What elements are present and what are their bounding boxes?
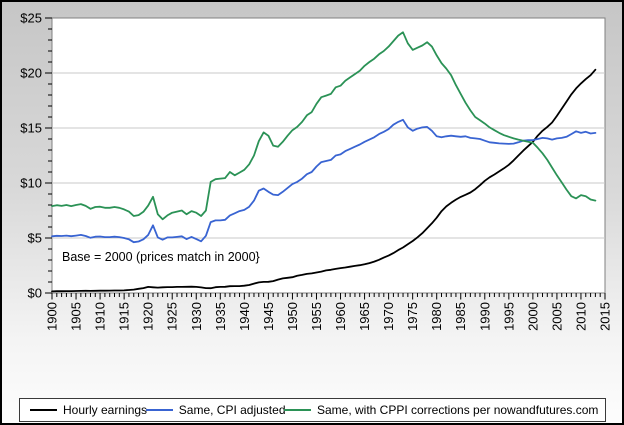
x-tick-label: 1920	[141, 302, 156, 331]
legend-label: Same, with CPPI corrections per nowandfu…	[316, 403, 599, 417]
x-tick-label: 1985	[453, 302, 468, 331]
x-tick-label: 1945	[261, 302, 276, 331]
x-tick-label: 1900	[45, 302, 60, 331]
legend-item-cpi-adjusted: Same, CPI adjusted	[145, 403, 286, 417]
annotation-base-2000: Base = 2000 (prices match in 2000}	[62, 250, 260, 264]
x-tick-label: 1940	[237, 302, 252, 331]
y-tick-label: $5	[28, 231, 42, 246]
x-tick-label: 1990	[477, 302, 492, 331]
legend-item-cppi-corrected: Same, with CPPI corrections per nowandfu…	[283, 403, 599, 417]
y-tick-label: $10	[20, 176, 42, 191]
x-tick-label: 1925	[165, 302, 180, 331]
x-tick-label: 2015	[598, 302, 613, 331]
x-tick-label: 1955	[309, 302, 324, 331]
x-tick-label: 2005	[549, 302, 564, 331]
x-tick-label: 1915	[117, 302, 132, 331]
y-tick-label: $15	[20, 121, 42, 136]
x-tick-label: 1910	[93, 302, 108, 331]
y-tick-label: $25	[20, 11, 42, 26]
legend-item-hourly-earnings: Hourly earnings	[30, 403, 148, 417]
series-line-hourly-earnings	[51, 68, 597, 293]
line-chart: $0 $5 $10 $15 $20 $25 1900 1905 1910 1915 1920 1925…	[20, 11, 613, 331]
x-tick-label: 1995	[501, 302, 516, 331]
series-line-same-cpi-adjusted	[51, 118, 597, 244]
y-tick-label: $20	[20, 66, 42, 81]
y-tick-label: $0	[28, 286, 42, 301]
legend-label: Hourly earnings	[63, 403, 148, 417]
legend-label: Same, CPI adjusted	[178, 403, 286, 417]
x-tick-label: 1950	[285, 302, 300, 331]
legend-line-sample-green	[283, 409, 311, 411]
x-tick-label: 1975	[405, 302, 420, 331]
x-tick-label: 1965	[357, 302, 372, 331]
x-tick-label: 1970	[381, 302, 396, 331]
legend-line-sample-black	[30, 409, 57, 411]
legend-line-sample-blue	[145, 409, 173, 411]
x-tick-label: 1980	[429, 302, 444, 331]
x-tick-label: 1930	[189, 302, 204, 331]
x-tick-label: 1905	[69, 302, 84, 331]
x-tick-label: 2010	[573, 302, 588, 331]
plot-area	[51, 17, 606, 294]
legend: Hourly earnings Same, CPI adjusted Same,…	[19, 398, 606, 422]
x-tick-label: 1960	[333, 302, 348, 331]
x-tick-label: 1935	[213, 302, 228, 331]
x-tick-label: 2000	[525, 302, 540, 331]
series-line-same-with-cppi-corrections-per-nowandfutures-com	[51, 31, 597, 221]
